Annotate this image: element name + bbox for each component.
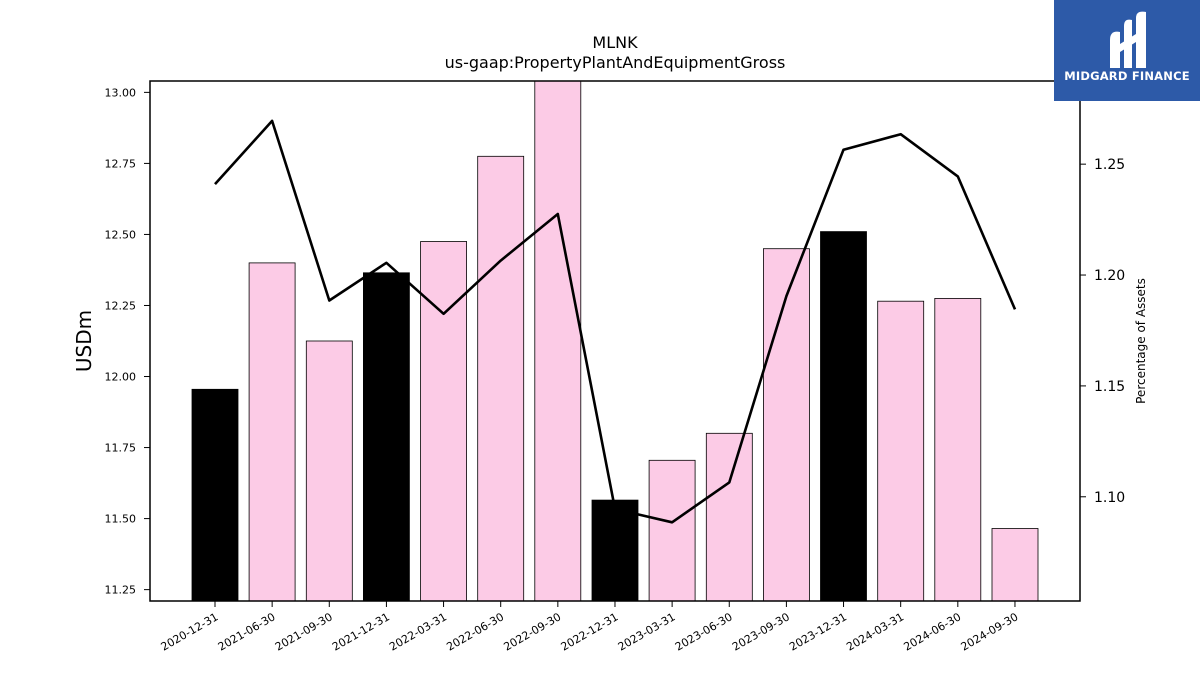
y-tick-label: 12.75 — [105, 157, 137, 170]
y-tick-label: 12.25 — [105, 299, 137, 312]
x-tick-label: 2022-06-30 — [444, 610, 506, 653]
chart-subtitle: us-gaap:PropertyPlantAndEquipmentGross — [445, 53, 786, 72]
midgard-finance-logo: MIDGARD FINANCE — [1054, 0, 1200, 101]
y-tick-label: 11.75 — [105, 442, 137, 455]
bar-2024-06-30 — [934, 297, 982, 602]
bar-2022-06-30 — [477, 155, 525, 602]
bar-2021-09-30 — [305, 340, 353, 602]
logo-text: MIDGARD FINANCE — [1064, 69, 1190, 83]
x-tick-label: 2022-03-31 — [387, 610, 449, 653]
bar-2023-09-30 — [763, 248, 810, 602]
bar-2020-12-31 — [191, 388, 239, 602]
x-tick-label: 2021-06-30 — [216, 610, 278, 653]
line-group — [214, 119, 1017, 524]
bar-2021-12-31 — [362, 272, 410, 602]
bar-2022-12-31 — [591, 499, 639, 602]
bar-2023-03-31 — [648, 459, 696, 602]
x-tick-label: 2022-09-30 — [501, 610, 563, 653]
x-axis: 2020-12-312021-06-302021-09-302021-12-31… — [159, 601, 1021, 654]
y2-axis-label: Percentage of Assets — [1134, 278, 1148, 404]
x-tick-label: 2023-03-31 — [616, 610, 678, 653]
y2-tick-label: 1.20 — [1094, 268, 1125, 284]
bar-2022-09-30 — [534, 80, 582, 602]
bar-2024-03-31 — [877, 300, 925, 602]
y-tick-label: 11.50 — [105, 513, 137, 526]
bar-2023-12-31 — [820, 231, 867, 602]
chart-title: MLNK — [592, 33, 638, 52]
bar-2023-06-30 — [705, 432, 753, 602]
right-axis: 1.10 1.15 1.20 1.25 — [1080, 157, 1125, 506]
x-tick-label: 2022-12-31 — [559, 610, 621, 653]
y-axis-label: USDm — [72, 310, 96, 372]
x-tick-label: 2021-12-31 — [330, 610, 392, 653]
y2-tick-label: 1.25 — [1094, 157, 1125, 173]
y-tick-label: 12.50 — [105, 228, 137, 241]
y2-tick-label: 1.15 — [1094, 379, 1125, 395]
bar-2024-09-30 — [991, 528, 1039, 602]
x-tick-label: 2023-09-30 — [730, 610, 792, 653]
bar-2022-03-31 — [420, 241, 468, 602]
midgard-logo-icon — [1110, 11, 1146, 69]
percentage-line — [214, 119, 1017, 524]
bars-group — [191, 80, 1039, 602]
x-tick-label: 2020-12-31 — [159, 610, 221, 653]
y-tick-label: 13.00 — [105, 86, 137, 99]
x-tick-label: 2024-06-30 — [901, 610, 963, 653]
bar-2021-06-30 — [248, 262, 296, 602]
y2-tick-label: 1.10 — [1094, 490, 1125, 506]
x-tick-label: 2024-03-31 — [844, 610, 906, 653]
x-tick-label: 2023-12-31 — [787, 610, 849, 653]
y-tick-label: 12.00 — [105, 371, 137, 384]
x-tick-label: 2023-06-30 — [673, 610, 735, 653]
x-tick-label: 2024-09-30 — [959, 610, 1021, 653]
left-axis: 11.25 11.50 11.75 12.00 12.25 12.50 12.75 13.00 — [105, 86, 150, 597]
x-tick-label: 2021-09-30 — [273, 610, 335, 653]
y-tick-label: 11.25 — [105, 584, 137, 597]
